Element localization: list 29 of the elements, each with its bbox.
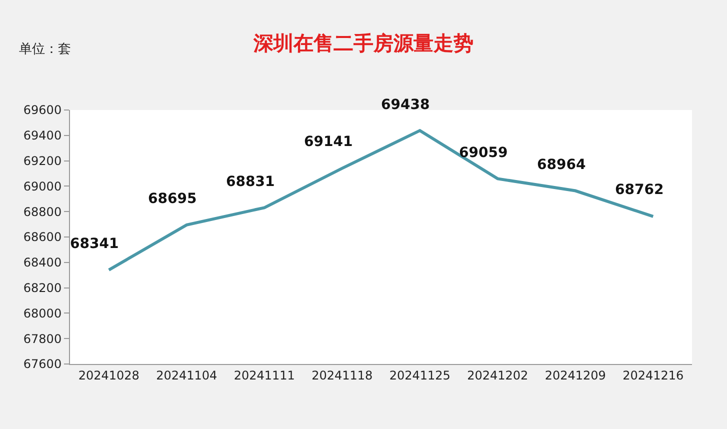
data-label: 68964 bbox=[537, 157, 586, 173]
x-tick-label: 20241111 bbox=[234, 368, 295, 382]
chart-title: 深圳在售二手房源量走势 bbox=[252, 30, 474, 55]
data-label: 68341 bbox=[70, 236, 119, 252]
x-tick-label: 20241125 bbox=[389, 368, 450, 382]
data-label: 68695 bbox=[148, 191, 197, 207]
y-tick-label: 67800 bbox=[23, 332, 62, 346]
x-tick-label: 20241209 bbox=[544, 368, 606, 382]
data-label: 69141 bbox=[304, 134, 353, 150]
x-tick-label: 20241202 bbox=[467, 368, 528, 382]
data-label: 69059 bbox=[459, 145, 508, 161]
y-tick-label: 68200 bbox=[23, 281, 62, 295]
x-tick-label: 20241104 bbox=[156, 368, 218, 382]
y-tick-label: 67600 bbox=[23, 357, 62, 372]
x-tick-label: 20241118 bbox=[312, 368, 373, 382]
text: 单位：套 bbox=[19, 42, 71, 57]
data-label: 69438 bbox=[381, 97, 430, 113]
y-tick-label: 69600 bbox=[23, 103, 62, 118]
y-tick-label: 68000 bbox=[23, 306, 62, 320]
data-label: 68762 bbox=[615, 182, 664, 198]
y-tick-label: 69400 bbox=[23, 128, 62, 143]
y-tick-label: 69200 bbox=[23, 154, 62, 168]
y-tick-label: 68600 bbox=[23, 230, 62, 244]
x-tick-label: 20241028 bbox=[78, 368, 140, 382]
y-tick-label: 68400 bbox=[23, 256, 62, 270]
y-tick-label: 69000 bbox=[23, 179, 62, 194]
data-label: 68831 bbox=[226, 174, 275, 190]
x-tick-label: 20241216 bbox=[622, 368, 684, 382]
y-tick-label: 68800 bbox=[23, 204, 62, 219]
